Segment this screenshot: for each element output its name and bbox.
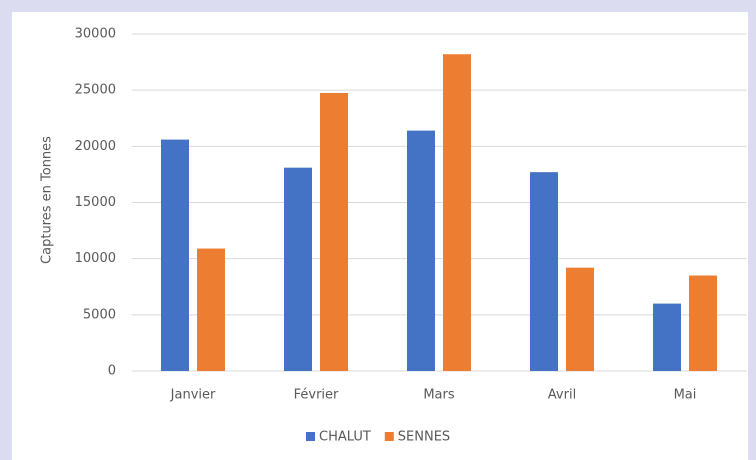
y-tick-label: 10000 [75,251,116,266]
y-tick-label: 5000 [83,307,116,322]
legend-label: CHALUT [319,430,371,445]
legend-label: SENNES [398,430,450,445]
chart-panel [12,12,748,460]
bar [689,275,717,371]
x-tick-label: Janvier [170,388,216,403]
bar [443,54,471,371]
y-tick-label: 25000 [75,83,116,98]
bar [566,267,594,371]
legend-swatch [384,432,394,441]
bar [407,130,435,371]
y-tick-label: 15000 [75,195,116,210]
bar [320,92,348,371]
y-tick-label: 30000 [75,27,116,42]
x-tick-label: Février [294,388,339,403]
x-tick-label: Mai [674,388,697,403]
bar [284,167,312,371]
bar [197,248,225,371]
legend-swatch [306,432,315,441]
bar [653,303,681,371]
y-tick-label: 0 [108,364,116,379]
y-axis-label: Captures en Tonnes [40,136,55,264]
y-tick-label: 20000 [75,139,116,154]
bar [530,172,558,371]
x-tick-label: Avril [548,388,576,403]
x-tick-label: Mars [423,388,455,403]
bar [161,139,189,371]
